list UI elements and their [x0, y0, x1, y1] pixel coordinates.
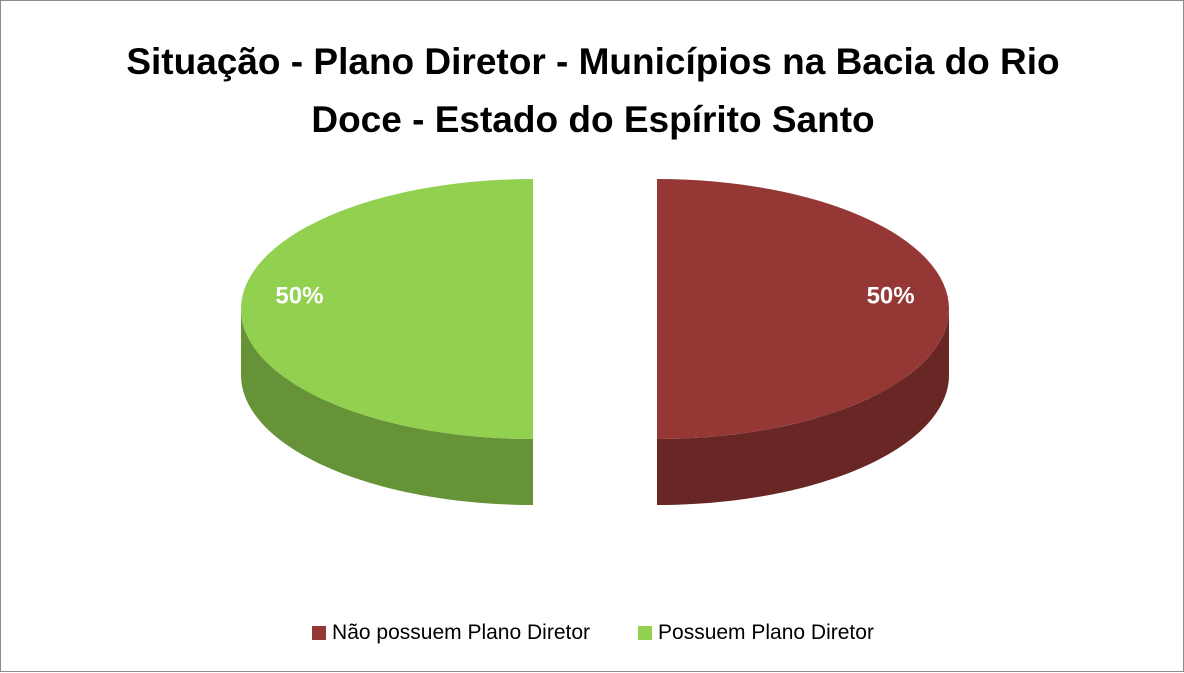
legend-label: Possuem Plano Diretor — [658, 621, 874, 644]
slice-side — [657, 309, 949, 505]
legend-swatch — [312, 626, 327, 640]
legend: Não possuem Plano Diretor Possuem Plano D… — [1, 621, 1184, 645]
slice — [657, 179, 949, 439]
data-label: 50% — [867, 282, 915, 309]
legend-item: Possuem Plano Diretor — [638, 621, 874, 645]
data-label: 50% — [275, 282, 323, 309]
slice-side — [241, 309, 533, 505]
slice — [241, 179, 533, 439]
legend-swatch — [638, 626, 653, 640]
chart-title: Situação - Plano Diretor - Municípios na… — [126, 41, 1060, 140]
legend-item: Não possuem Plano Diretor — [312, 621, 590, 645]
legend-label: Não possuem Plano Diretor — [332, 621, 591, 644]
